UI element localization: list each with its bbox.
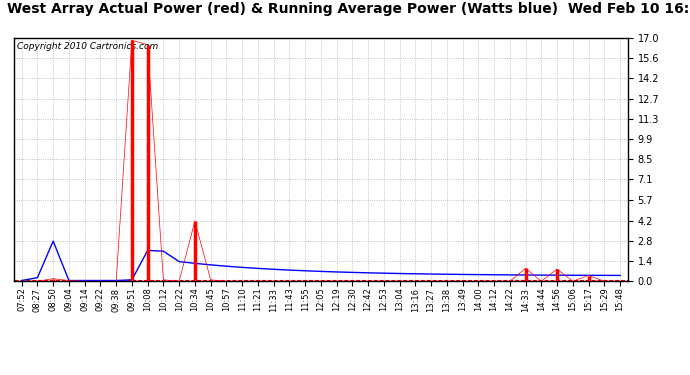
Text: West Array Actual Power (red) & Running Average Power (Watts blue)  Wed Feb 10 1: West Array Actual Power (red) & Running …	[7, 2, 690, 16]
Text: Copyright 2010 Cartronics.com: Copyright 2010 Cartronics.com	[17, 42, 158, 51]
